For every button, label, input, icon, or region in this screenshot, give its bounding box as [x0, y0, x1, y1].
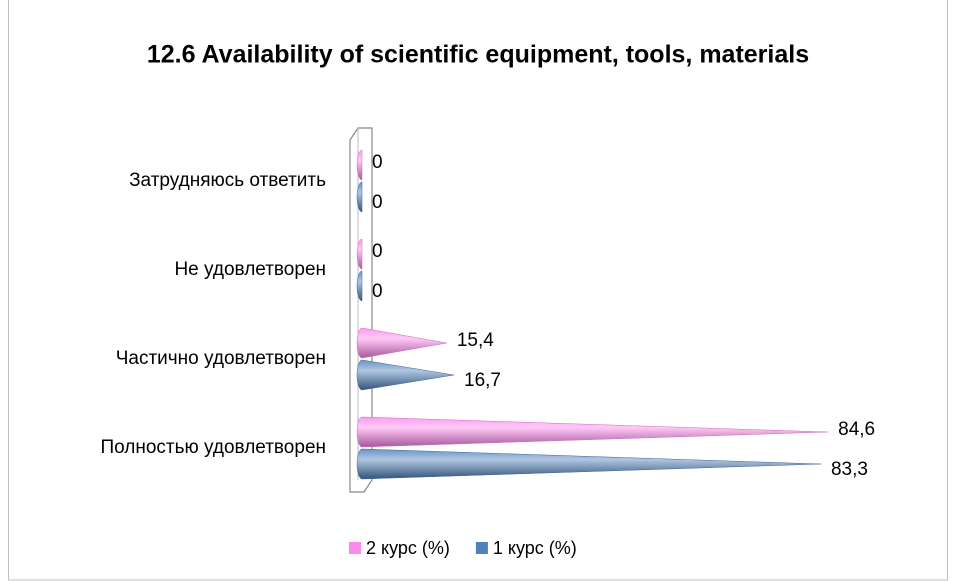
category-label: Не удовлетворен — [174, 259, 326, 280]
legend-label: 1 курс (%) — [493, 538, 577, 558]
category-label: Частично удовлетворен — [116, 348, 326, 369]
category-label: Полностью удовлетворен — [100, 437, 326, 458]
chart-title: 12.6 Availability of scientific equipmen… — [147, 41, 809, 69]
legend-swatch — [349, 542, 361, 554]
cone — [356, 448, 821, 480]
value-label: 0 — [372, 152, 383, 173]
value-label: 83,3 — [831, 459, 868, 480]
value-label: 15,4 — [457, 330, 494, 351]
cone — [356, 238, 363, 270]
value-label: 0 — [372, 241, 383, 262]
value-label: 0 — [372, 192, 383, 213]
cone — [356, 359, 455, 391]
cone — [356, 327, 447, 359]
cone — [356, 181, 363, 213]
value-label: 16,7 — [464, 370, 501, 391]
category-label: Затрудняюсь ответить — [129, 170, 326, 191]
legend-swatch — [475, 542, 488, 554]
cone — [356, 149, 363, 181]
value-label: 84,6 — [838, 419, 875, 440]
value-label: 0 — [372, 281, 383, 302]
cone — [356, 270, 363, 302]
chart-border — [8, 0, 948, 581]
legend-label: 2 курс (%) — [366, 538, 450, 558]
cone — [356, 416, 829, 448]
